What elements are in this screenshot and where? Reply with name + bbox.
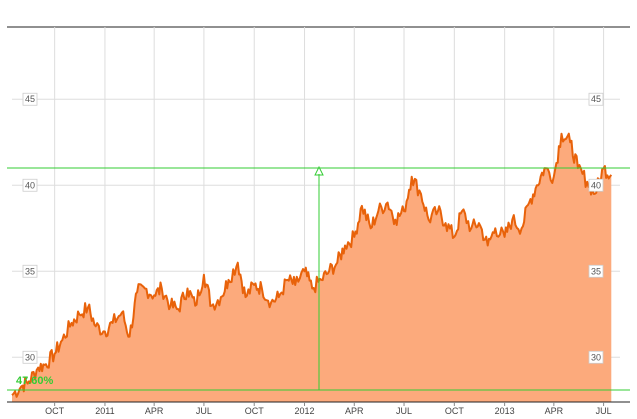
y-tick-label-right: 35	[591, 266, 601, 276]
price-area-fill	[12, 133, 612, 402]
y-tick-label-left: 40	[25, 180, 35, 190]
y-tick-label-left: 35	[25, 266, 35, 276]
y-axis-ticks-right: 30 35 40 45	[588, 92, 604, 364]
y-tick-label-right-box	[588, 350, 604, 364]
y-tick-label-right-box	[588, 92, 604, 106]
x-tick-label: OCT	[445, 406, 465, 416]
x-tick-label: JUL	[396, 406, 412, 416]
reference-lines	[7, 165, 630, 391]
y-tick-label-left: 30	[25, 352, 35, 362]
y-tick-label-left: 45	[25, 94, 35, 104]
change-arrow-head	[314, 165, 324, 176]
y-tick-label-right-box	[588, 264, 604, 278]
y-tick-label-right-box	[588, 178, 604, 192]
x-tick-label: OCT	[45, 406, 65, 416]
x-tick-label: 2012	[295, 406, 315, 416]
x-tick-label: JUL	[596, 406, 612, 416]
x-tick-label: JUL	[196, 406, 212, 416]
x-axis-ticks: OCT 2011 APR JUL OCT 2012 APR JUL OCT 2013 APR JUL	[45, 402, 612, 416]
y-tick-label-left-box	[22, 92, 38, 106]
y-tick-label-left-box	[22, 350, 38, 364]
y-tick-label-right: 40	[591, 180, 601, 190]
x-tick-label: 2011	[95, 406, 114, 416]
y-axis-ticks-left: 30 35 40 45	[22, 92, 38, 364]
y-tick-label-right: 45	[591, 94, 601, 104]
y-tick-label-left-box	[22, 178, 38, 192]
x-tick-label: APR	[145, 406, 164, 416]
y-tick-label-right: 30	[591, 352, 601, 362]
percent-change-label: 47.60%	[16, 375, 54, 387]
price-line	[11, 132, 613, 398]
y-tick-label-left-box	[22, 264, 38, 278]
x-tick-label: OCT	[245, 406, 265, 416]
x-tick-label: APR	[545, 406, 564, 416]
x-tick-label: 2013	[495, 406, 515, 416]
x-tick-label: APR	[345, 406, 364, 416]
